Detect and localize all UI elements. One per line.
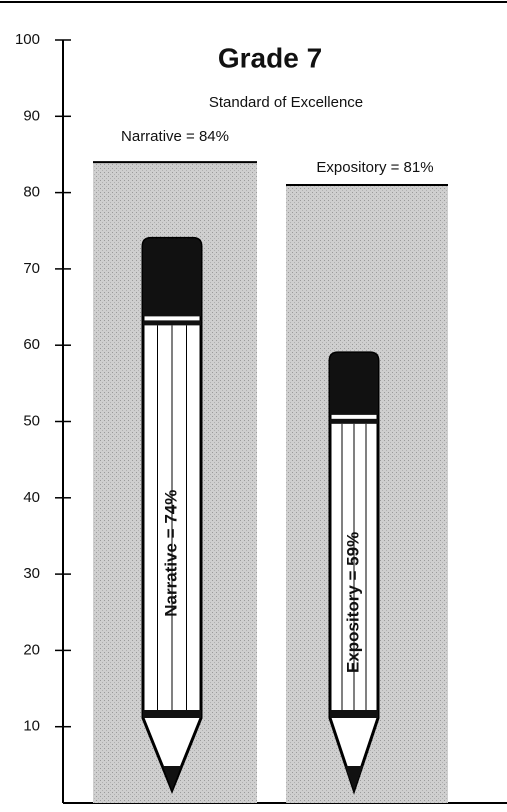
chart: Grade 7 Standard of Excellence 10 20 30 40 5… xyxy=(0,0,507,812)
ferrule-bottom xyxy=(143,710,201,718)
ferrule-bottom xyxy=(330,710,378,718)
legend-label: Standard of Excellence xyxy=(209,94,363,111)
y-tick-label: 70 xyxy=(23,260,40,277)
value-label: Expository = 59% xyxy=(343,532,362,673)
eraser xyxy=(143,238,201,316)
y-tick-label: 10 xyxy=(23,718,40,735)
y-tick-label: 30 xyxy=(23,565,40,582)
value-label: Narrative = 74% xyxy=(161,490,180,617)
pencil: Narrative = 74% xyxy=(143,238,201,790)
y-tick-label: 90 xyxy=(23,107,40,124)
chart-title: Grade 7 xyxy=(218,42,322,73)
ferrule-top xyxy=(143,320,201,325)
pencil: Expository = 59% xyxy=(330,353,378,790)
value-label: Expository = 81% xyxy=(316,159,433,176)
y-tick-label: 80 xyxy=(23,184,40,201)
y-tick-label: 50 xyxy=(23,412,40,429)
value-label: Narrative = 84% xyxy=(121,128,229,145)
y-tick-label: 100 xyxy=(15,31,40,48)
y-tick-label: 60 xyxy=(23,336,40,353)
eraser xyxy=(330,353,378,415)
y-tick-label: 40 xyxy=(23,489,40,506)
ferrule-top xyxy=(330,419,378,424)
y-tick-label: 20 xyxy=(23,641,40,658)
